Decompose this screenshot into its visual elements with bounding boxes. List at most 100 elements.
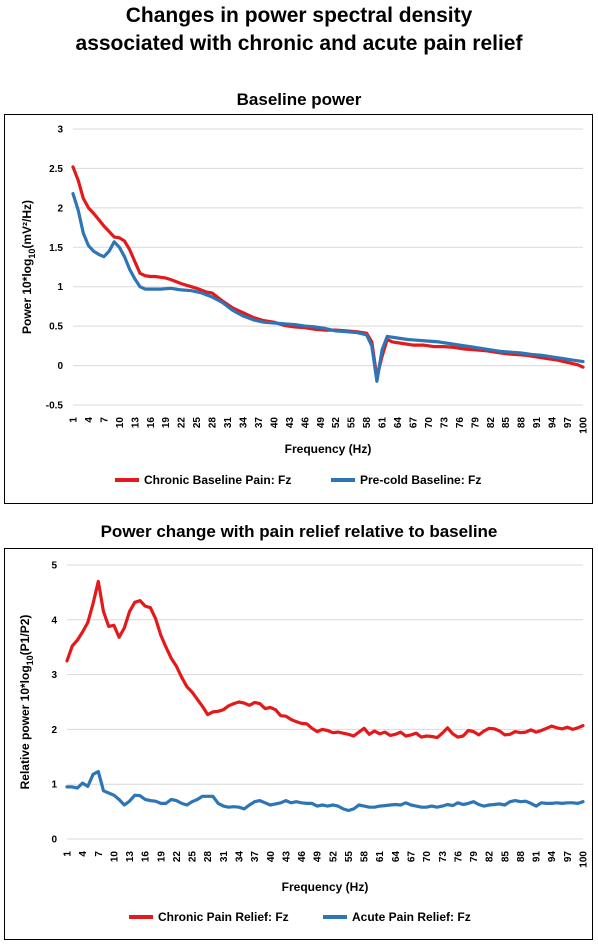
x-tick-label: 7 [99, 417, 110, 423]
x-tick-label: 67 [409, 417, 420, 429]
x-tick-label: 49 [313, 851, 324, 863]
y-tick-label: 1 [51, 780, 57, 791]
chart1-panel: -0.5 0 0.5 1 1.5 2 2.5 3 1 4 7 10 13 16 19 22 25 28 31 34 37… [4, 114, 593, 504]
x-tick-label: 100 [579, 851, 590, 868]
x-tick-label: 37 [250, 851, 261, 863]
x-tick-label: 43 [281, 851, 292, 863]
x-tick-label: 7 [94, 851, 105, 857]
x-tick-label: 34 [235, 851, 246, 863]
x-tick-label: 64 [393, 417, 404, 429]
chart1-svg: -0.500.511.522.531 4 7 10 13 16 19 22 25 28 31 34 37… [20, 125, 590, 488]
x-tick-label: 58 [362, 417, 373, 429]
x-tick-label: 70 [422, 851, 433, 863]
x-tick-label: 58 [360, 851, 371, 863]
x-tick-label: 61 [375, 851, 386, 863]
main-title: Changes in power spectral density associ… [0, 2, 598, 58]
main-title-line2: associated with chronic and acute pain r… [75, 32, 523, 55]
main-title-line1: Changes in power spectral density [125, 4, 473, 27]
x-tick-label: 97 [563, 851, 574, 863]
y-tick-label: 1 [57, 282, 63, 293]
x-tick-label: 4 [78, 851, 89, 857]
x-tick-label: 28 [203, 851, 214, 863]
x-tick-label: 76 [455, 417, 466, 429]
y-tick-label: 4 [51, 615, 57, 626]
x-tick-label: 46 [297, 851, 308, 863]
x-tick-label: 94 [547, 851, 558, 863]
x-tick-label: 82 [486, 417, 497, 429]
x-tick-label: 10 [115, 417, 126, 429]
x-tick-label: 91 [532, 851, 543, 863]
x-tick-label: 88 [516, 851, 527, 863]
x-tick-label: 40 [266, 851, 277, 863]
y-axis-title: Relative power 10*log10(P1/P2) [18, 615, 35, 790]
x-tick-label: 97 [563, 417, 574, 429]
series-line-1 [71, 165, 585, 379]
x-tick-label: 55 [347, 417, 358, 429]
x-tick-label: 40 [269, 417, 280, 429]
x-tick-label: 31 [219, 851, 230, 863]
y-tick-label: 5 [51, 561, 57, 572]
series-line-2 [71, 192, 585, 383]
x-tick-label: 37 [254, 417, 265, 429]
x-tick-label: 61 [378, 417, 389, 429]
x-tick-label: 13 [125, 851, 136, 863]
x-tick-label: 100 [579, 417, 590, 434]
y-tick-label: 0 [51, 835, 57, 846]
x-tick-label: 76 [453, 851, 464, 863]
x-tick-label: 55 [344, 851, 355, 863]
x-tick-label: 91 [532, 417, 543, 429]
y-tick-label: 0.5 [49, 322, 63, 333]
legend-label-2: Acute Pain Relief: Fz [352, 910, 471, 924]
x-tick-label: 52 [328, 851, 339, 863]
y-tick-label: 2.5 [49, 164, 63, 175]
x-tick-label: 70 [424, 417, 435, 429]
y-tick-label: 2 [51, 725, 57, 736]
x-tick-label: 34 [239, 417, 250, 429]
x-tick-label: 88 [517, 417, 528, 429]
x-tick-label: 13 [130, 417, 141, 429]
x-tick-label: 46 [300, 417, 311, 429]
x-axis-title: Frequency (Hz) [285, 442, 372, 456]
series-line-2 [65, 770, 585, 813]
x-tick-label: 4 [84, 417, 95, 423]
x-tick-label: 22 [172, 851, 183, 863]
legend-label-2: Pre-cold Baseline: Fz [360, 473, 481, 487]
x-tick-label: 28 [208, 417, 219, 429]
x-tick-label: 85 [501, 417, 512, 429]
x-tick-label: 49 [316, 417, 327, 429]
x-tick-label: 16 [141, 851, 152, 863]
x-tick-label: 1 [63, 851, 74, 857]
x-tick-label: 79 [470, 417, 481, 429]
y-tick-label: 3 [51, 670, 57, 681]
y-tick-label: -0.5 [46, 401, 64, 412]
x-tick-label: 43 [285, 417, 296, 429]
x-tick-label: 25 [192, 417, 203, 429]
x-tick-label: 16 [146, 417, 157, 429]
x-tick-label: 85 [500, 851, 511, 863]
x-tick-label: 31 [223, 417, 234, 429]
x-tick-label: 67 [407, 851, 418, 863]
legend-label-1: Chronic Pain Relief: Fz [158, 910, 289, 924]
x-tick-label: 94 [548, 417, 559, 429]
x-tick-label: 79 [469, 851, 480, 863]
x-tick-label: 64 [391, 851, 402, 863]
chart2-panel: 0 1 2 3 4 5 1 4 7 10 13 16 19 22 25 28 31 34 37 40 43 46 49 52 5… [4, 548, 593, 940]
y-tick-label: 1.5 [49, 243, 63, 254]
x-tick-label: 82 [485, 851, 496, 863]
y-axis-title: Power 10*log10(mV²/Hz) [20, 200, 37, 334]
legend-label-1: Chronic Baseline Pain: Fz [144, 473, 291, 487]
x-tick-label: 73 [439, 417, 450, 429]
chart2-title: Power change with pain relief relative t… [100, 522, 498, 541]
x-tick-label: 10 [109, 851, 120, 863]
x-tick-label: 1 [69, 417, 80, 423]
x-tick-label: 19 [161, 417, 172, 429]
x-tick-label: 73 [438, 851, 449, 863]
y-tick-label: 0 [57, 361, 63, 372]
x-tick-label: 22 [177, 417, 188, 429]
y-tick-label: 3 [57, 125, 63, 136]
x-tick-label: 19 [156, 851, 167, 863]
y-tick-label: 2 [57, 203, 63, 214]
series-line-1 [65, 579, 585, 740]
x-tick-label: 25 [188, 851, 199, 863]
